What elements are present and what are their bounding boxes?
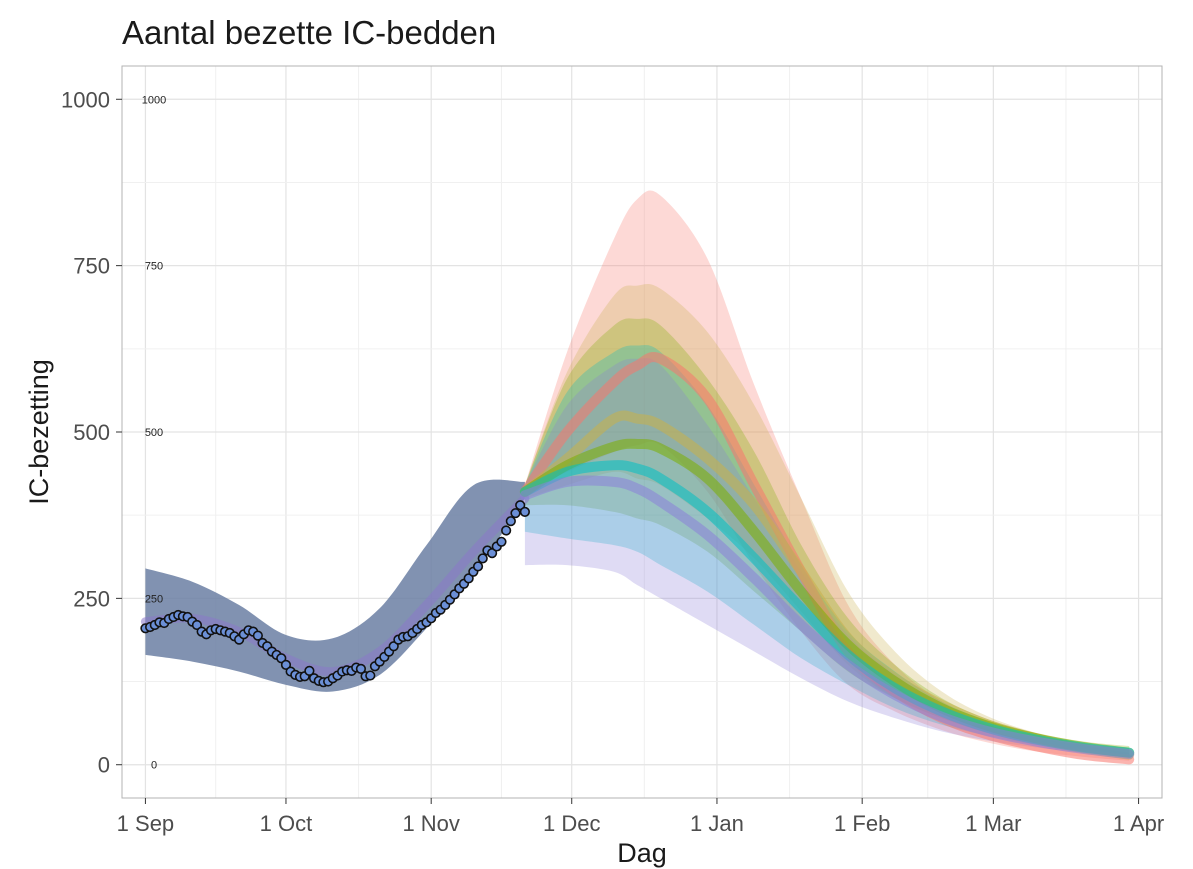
- axis-layer: 1 Sep 1 Oct 1 Nov 1 Dec 1 Jan 1 Feb 1 Mar 1 Apr…: [61, 87, 1164, 836]
- point-layer: [140, 500, 530, 688]
- chart-title: Aantal bezette IC-bedden: [122, 14, 497, 51]
- y-tick-label: 750: [73, 254, 110, 279]
- y-tick-label: 0: [98, 753, 110, 778]
- observed-point: [365, 670, 376, 681]
- y-tick-label: 250: [73, 586, 110, 611]
- observed-point: [276, 653, 287, 664]
- scenario-band-1: [524, 190, 1130, 761]
- x-tick-label: 1 Dec: [543, 811, 600, 836]
- observed-point: [505, 516, 516, 527]
- y-axis-title: IC-bezetting: [24, 359, 54, 505]
- scenario-band-2: [524, 283, 1130, 757]
- observed-point: [496, 536, 507, 547]
- observed-point: [472, 561, 484, 572]
- observed-point: [252, 630, 263, 641]
- y-inner-tick-label: 750: [145, 261, 163, 273]
- scenario-band-4: [524, 344, 1130, 755]
- observed-point: [515, 500, 526, 511]
- observed-point: [519, 506, 530, 517]
- x-axis-title: Dag: [617, 838, 667, 868]
- observed-point: [355, 663, 367, 675]
- observed-point: [501, 525, 512, 536]
- y-inner-tick-label: 500: [145, 427, 163, 439]
- x-tick-label: 1 Feb: [834, 811, 890, 836]
- observed-point: [304, 665, 315, 676]
- x-tick-label: 1 Apr: [1113, 811, 1164, 836]
- observed-point: [510, 508, 521, 519]
- observed-point: [463, 573, 474, 584]
- x-tick-label: 1 Jan: [690, 811, 744, 836]
- observed-point: [486, 548, 498, 559]
- observed-point: [477, 553, 488, 564]
- x-tick-label: 1 Oct: [260, 811, 313, 836]
- y-inner-tick-label: 0: [151, 760, 157, 772]
- scenario-line-5: [519, 475, 1135, 760]
- scenario-band-3: [524, 318, 1130, 755]
- observed-point: [280, 659, 292, 671]
- y-inner-tick-label: 1000: [142, 94, 166, 106]
- x-tick-label: 1 Sep: [117, 811, 175, 836]
- x-tick-label: 1 Mar: [965, 811, 1021, 836]
- observed-point: [191, 619, 203, 631]
- y-inner-tick-label: 250: [145, 593, 163, 605]
- y-tick-label: 500: [73, 420, 110, 445]
- observed-point: [388, 641, 399, 652]
- x-tick-label: 1 Nov: [402, 811, 459, 836]
- y-tick-label: 1000: [61, 87, 110, 112]
